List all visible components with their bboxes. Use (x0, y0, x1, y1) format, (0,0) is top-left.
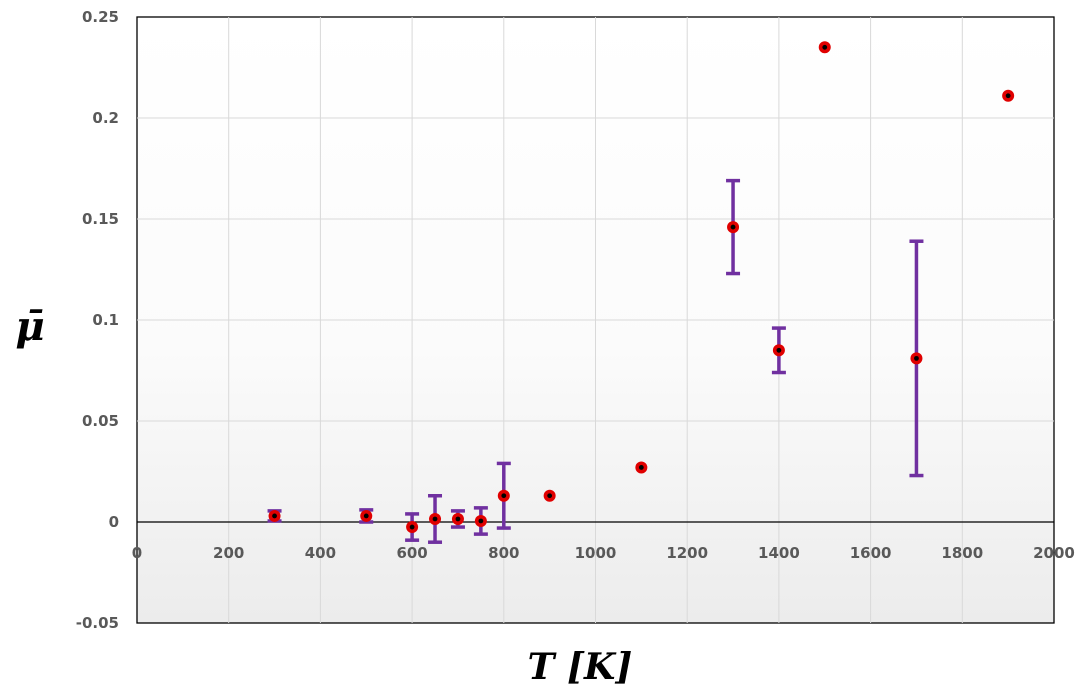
y-tick-label: 0.25 (82, 8, 119, 26)
x-tick-label: 800 (488, 544, 519, 562)
x-tick-label: 1400 (758, 544, 800, 562)
data-point (268, 509, 281, 522)
x-axis-title: T [K] (528, 646, 633, 688)
data-markers (268, 41, 1015, 534)
data-point (451, 512, 464, 525)
y-tick-label: 0.1 (92, 311, 119, 329)
data-point (497, 489, 510, 502)
data-point (727, 221, 740, 234)
data-point (772, 344, 785, 357)
x-tick-label: 400 (305, 544, 336, 562)
data-point (635, 461, 648, 474)
y-tick-label: 0 (109, 513, 119, 531)
y-tick-label: -0.05 (76, 614, 119, 632)
data-point (910, 352, 923, 365)
data-point (429, 512, 442, 525)
y-tick-label: 0.05 (82, 412, 119, 430)
x-tick-label: 2000 (1033, 544, 1075, 562)
y-axis-title: μ̄ (15, 303, 44, 350)
x-tick-label: 0 (132, 544, 142, 562)
x-tick-label: 1600 (850, 544, 892, 562)
x-tick-labels: 0 200 400 600 800 1000 1200 1400 1600 1800 2000 (132, 544, 1075, 562)
data-point (818, 41, 831, 54)
x-tick-label: 1000 (575, 544, 617, 562)
data-point (360, 509, 373, 522)
data-point (1002, 89, 1015, 102)
data-point (543, 489, 556, 502)
y-tick-label: 0.2 (92, 109, 119, 127)
x-tick-label: 1200 (666, 544, 708, 562)
y-tick-label: 0.15 (82, 210, 119, 228)
data-point (406, 521, 419, 534)
data-point (474, 514, 487, 527)
y-tick-labels: -0.05 0 0.05 0.1 0.15 0.2 0.25 (76, 8, 119, 632)
x-tick-label: 1800 (941, 544, 983, 562)
x-tick-label: 200 (213, 544, 244, 562)
x-tick-label: 600 (396, 544, 427, 562)
